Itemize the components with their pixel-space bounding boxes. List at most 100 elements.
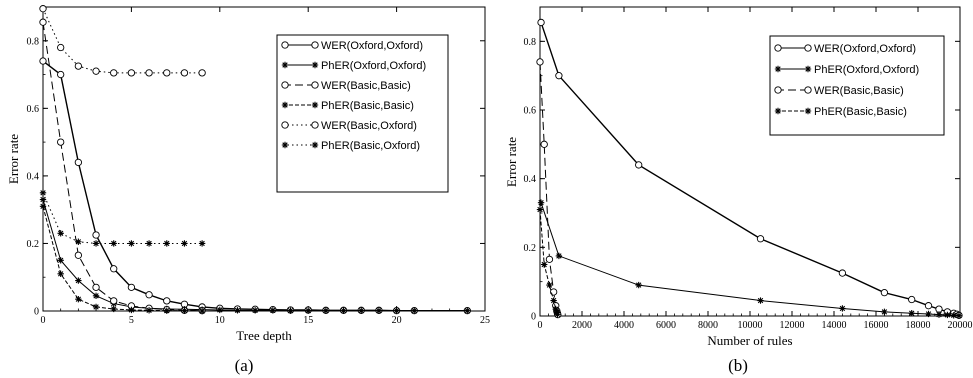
x-axis-label-b: Number of rules	[707, 333, 792, 348]
y-tick-label: 0.2	[27, 239, 40, 250]
legend-marker	[281, 41, 289, 49]
data-point-series-1	[757, 297, 764, 304]
series-line-2	[539, 61, 559, 315]
data-point-series-0	[635, 161, 643, 169]
x-tick-label: 2000	[572, 320, 592, 331]
data-point-series-3	[198, 307, 206, 315]
data-point-series-0	[74, 158, 83, 167]
data-point-series-1	[251, 307, 259, 314]
data-point-series-0	[57, 70, 65, 79]
legend-label-3: PhER(Basic,Basic)	[321, 100, 414, 112]
x-tick-label: 4000	[614, 320, 634, 331]
plot-frame-a	[42, 6, 486, 312]
data-point-series-0	[163, 297, 171, 305]
data-point-series-1	[839, 305, 846, 312]
data-point-series-0	[92, 231, 100, 239]
series-line-3	[42, 206, 203, 312]
legend-label-1: PhER(Oxford,Oxford)	[321, 60, 426, 72]
data-point-series-2	[545, 255, 554, 263]
legend-b: WER(Oxford,Oxford) PhER(Oxford,Oxford) WER…	[769, 35, 945, 136]
legend-box	[769, 35, 945, 136]
y-tick-label: 0.8	[27, 36, 40, 47]
data-point-series-1	[358, 307, 365, 314]
panel-a: 0 5 10 15 20 25 0 0.2 0.4 0.6 0.8 Tree depth Error…	[6, 5, 490, 375]
x-axis-label-a: Tree depth	[236, 328, 292, 343]
legend-label-0: WER(Oxford,Oxford)	[814, 43, 916, 55]
data-point-series-2	[92, 283, 100, 292]
legend-marker	[774, 86, 782, 94]
data-point-series-1	[92, 292, 100, 299]
y-tick-label: 0.8	[524, 37, 537, 48]
legend-marker	[804, 44, 812, 52]
data-point-series-0	[838, 269, 847, 277]
y-axis-label-a: Error rate	[6, 134, 21, 184]
legend-marker	[774, 44, 782, 52]
legend-marker	[311, 141, 319, 149]
data-point-series-1	[340, 307, 347, 314]
data-point-series-1	[375, 307, 383, 314]
data-point-series-0	[537, 18, 545, 27]
data-point-series-4	[127, 69, 136, 77]
data-point-series-0	[555, 72, 563, 80]
y-tick-label: 0.2	[524, 243, 537, 254]
data-point-series-3	[92, 303, 100, 311]
x-tick-label: 0	[538, 320, 543, 331]
data-point-series-2	[110, 297, 118, 305]
x-tick-label: 0	[41, 315, 46, 326]
x-tick-label: 5	[129, 315, 134, 326]
x-tick-label: 20000	[948, 320, 973, 331]
data-point-series-1	[411, 307, 418, 314]
data-point-series-1	[269, 307, 277, 314]
data-point-series-5	[163, 240, 170, 247]
data-point-series-1	[393, 307, 400, 314]
legend-marker	[804, 86, 812, 94]
data-point-series-0	[110, 265, 118, 273]
legend-box	[276, 34, 449, 193]
y-tick-label: 0	[34, 307, 39, 318]
x-tick-label: 6000	[656, 320, 676, 331]
data-point-series-4	[180, 69, 189, 77]
legend-marker	[281, 61, 289, 69]
legend-marker	[281, 121, 289, 129]
data-point-series-3	[110, 305, 117, 313]
legend-label-1: PhER(Oxford,Oxford)	[814, 64, 919, 76]
x-tick-label: 20	[392, 315, 402, 326]
data-point-series-1	[635, 281, 642, 289]
legend-label-3: PhER(Basic,Basic)	[814, 106, 907, 118]
x-tick-label: 15	[303, 315, 313, 326]
data-point-series-5	[110, 240, 117, 247]
chart-marks-b	[536, 18, 963, 319]
data-point-series-0	[880, 289, 889, 297]
legend-label-2: WER(Basic,Basic)	[814, 85, 904, 97]
data-point-series-1	[925, 310, 932, 318]
data-point-series-1	[944, 311, 951, 319]
y-axis-label-b: Error rate	[504, 137, 519, 187]
data-point-series-5	[92, 240, 100, 247]
data-point-series-4	[198, 69, 206, 77]
data-point-series-3	[39, 203, 47, 210]
data-point-series-2	[74, 251, 83, 259]
data-point-series-1	[322, 307, 330, 314]
x-tick-label: 10000	[738, 320, 763, 331]
legend-marker	[281, 141, 289, 149]
data-point-series-3	[57, 270, 64, 278]
data-point-series-5	[57, 230, 64, 237]
data-point-series-4	[39, 5, 47, 13]
legend-marker	[774, 65, 782, 73]
legend-marker	[804, 107, 812, 115]
data-point-series-3	[163, 307, 170, 314]
data-point-series-3	[128, 306, 135, 314]
series-line-2	[42, 22, 203, 312]
data-point-series-4	[92, 67, 100, 75]
legend-marker	[311, 61, 319, 69]
series-line-4	[42, 8, 203, 74]
legend-label-2: WER(Basic,Basic)	[321, 80, 411, 92]
data-point-series-2	[536, 58, 544, 66]
chart-marks-a	[39, 5, 471, 315]
data-point-series-0	[935, 305, 943, 313]
data-point-series-3	[546, 281, 553, 289]
data-point-series-5	[181, 240, 188, 247]
data-point-series-1	[908, 310, 915, 317]
data-point-series-3	[75, 295, 82, 303]
